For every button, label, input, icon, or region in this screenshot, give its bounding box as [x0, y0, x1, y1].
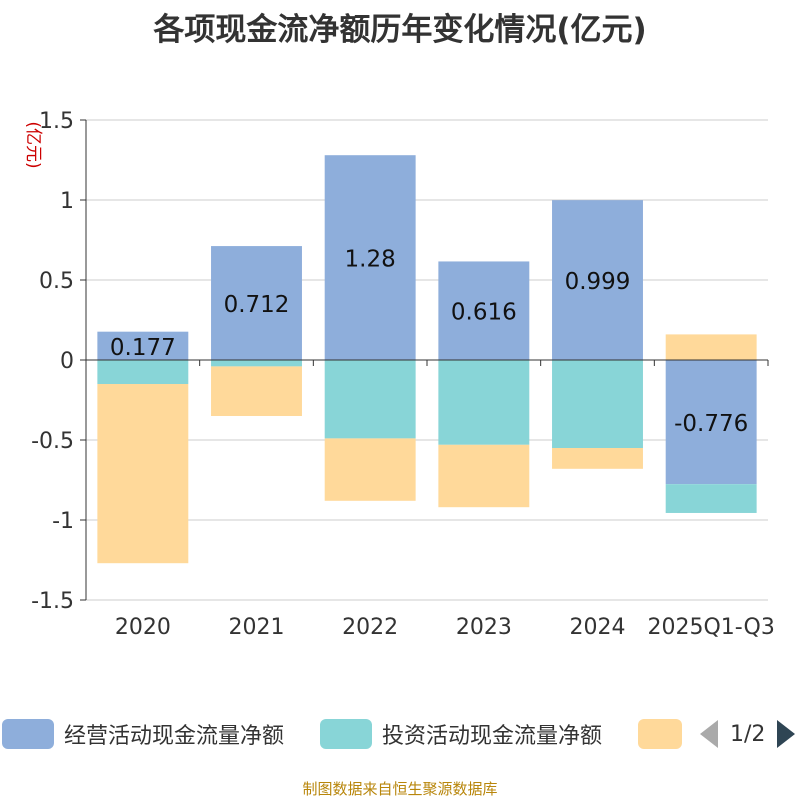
data-label: 1.28 — [345, 247, 396, 273]
source-note: 制图数据来自恒生聚源数据库 — [302, 780, 498, 798]
y-tick-label: -1.5 — [31, 589, 74, 614]
legend-item-investing[interactable]: 投资活动现金流量净额 — [320, 718, 602, 750]
bar — [438, 360, 530, 445]
data-label: 0.999 — [565, 269, 631, 295]
x-tick-label: 2020 — [115, 615, 171, 640]
legend-item-financing[interactable] — [638, 718, 682, 750]
bar — [324, 438, 416, 501]
y-tick-label: 0.5 — [39, 269, 74, 294]
chart-title: 各项现金流净额历年变化情况(亿元) — [153, 12, 647, 48]
bar — [97, 331, 189, 360]
x-tick-label: 2025Q1-Q3 — [647, 615, 774, 640]
bar — [665, 360, 757, 485]
legend-label-investing: 投资活动现金流量净额 — [382, 724, 603, 749]
bar — [97, 384, 189, 564]
bar — [552, 360, 643, 448]
y-tick-label: -0.5 — [31, 429, 74, 454]
grid-lines — [86, 119, 768, 601]
legend-swatch-financing — [638, 719, 682, 749]
legend-pager: 1/2 — [700, 718, 796, 750]
bar — [211, 360, 302, 367]
legend-item-operating[interactable]: 经营活动现金流量净额 — [2, 718, 284, 750]
y-tick-label: 1.5 — [39, 109, 74, 134]
y-tick-label: 1 — [60, 189, 74, 214]
data-labels: 0.177 0.712 1.28 0.616 0.999 -0.776 — [110, 247, 748, 437]
bars — [97, 155, 757, 564]
pager-next-icon[interactable] — [777, 720, 796, 748]
pager-text: 1/2 — [730, 721, 766, 747]
bar — [438, 261, 530, 360]
data-label: 0.177 — [110, 335, 176, 361]
bar — [324, 155, 416, 360]
bar — [211, 246, 302, 360]
x-tick-label: 2021 — [229, 615, 285, 640]
x-tick-label: 2024 — [570, 615, 626, 640]
bar — [552, 200, 643, 360]
data-label: -0.776 — [674, 411, 748, 437]
y-tick-label: 0 — [60, 349, 74, 374]
bar — [324, 360, 416, 439]
axes: 1.5 1 0.5 0 -0.5 -1 -1.5 (亿元) 2020 2021 2022 2023 20… — [23, 109, 775, 640]
bar — [438, 444, 530, 508]
legend-swatch-investing — [320, 719, 372, 749]
bar — [665, 334, 757, 360]
y-axis-label: (亿元) — [23, 121, 43, 168]
y-tick-label: -1 — [52, 509, 74, 534]
bar — [552, 448, 643, 469]
x-tick-label: 2023 — [456, 615, 512, 640]
legend-swatch-operating — [2, 719, 54, 749]
legend-label-operating: 经营活动现金流量净额 — [64, 724, 285, 749]
bar — [665, 484, 757, 513]
bar — [97, 360, 189, 384]
x-tick-label: 2022 — [342, 615, 398, 640]
data-label: 0.616 — [451, 300, 517, 326]
bar — [211, 366, 302, 416]
pager-prev-icon[interactable] — [700, 720, 718, 748]
data-label: 0.712 — [224, 292, 290, 318]
